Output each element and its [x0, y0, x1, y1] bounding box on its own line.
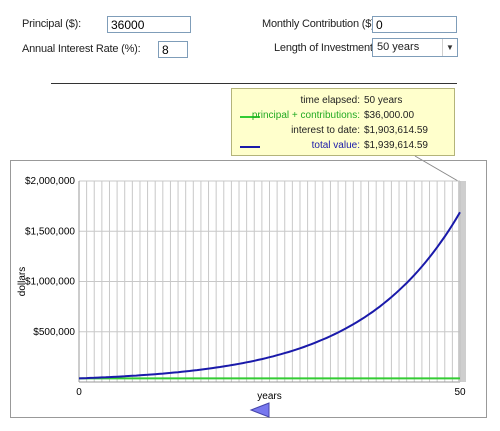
total-legend-swatch [240, 146, 260, 148]
interest-to-date-label: interest to date: [291, 125, 360, 136]
principal-contributions-value: $36,000.00 [364, 110, 415, 121]
monthly-contribution-input[interactable]: 0 [372, 16, 457, 33]
time-elapsed-value: 50 years [364, 95, 403, 106]
length-of-investment-select[interactable]: 50 years ▼ [372, 38, 458, 57]
y-tick-label: $1,000,000 [25, 277, 75, 288]
selected-year-band [458, 181, 466, 382]
principal-input[interactable]: 36000 [107, 16, 191, 33]
interest-to-date-value: $1,903,614.59 [364, 125, 428, 136]
total-value-value: $1,939,614.59 [364, 140, 428, 151]
total-value-label: total value: [311, 140, 360, 151]
y-tick-label: $500,000 [33, 327, 75, 338]
x-axis-title: years [257, 391, 281, 402]
y-tick-label: $2,000,000 [25, 176, 75, 187]
time-elapsed-label: time elapsed: [300, 95, 360, 106]
length-of-investment-label: Length of Investment: [274, 42, 376, 54]
divider [51, 83, 457, 84]
x-tick-label: 50 [454, 387, 466, 398]
interest-rate-input[interactable]: 8 [158, 41, 188, 58]
x-tick-label: 0 [76, 387, 82, 398]
y-axis-title: dollars [17, 267, 28, 296]
principal-legend-swatch [240, 116, 260, 118]
chart-panel [10, 160, 487, 418]
monthly-contribution-label: Monthly Contribution ($): [262, 18, 378, 30]
principal-contributions-label: principal + contributions: [251, 110, 360, 121]
value-tooltip: time elapsed: 50 years principal + contr… [231, 88, 455, 156]
interest-rate-label: Annual Interest Rate (%): [22, 43, 141, 55]
year-slider-thumb[interactable] [249, 402, 271, 418]
y-tick-label: $1,500,000 [25, 226, 75, 237]
principal-label: Principal ($): [22, 18, 81, 30]
length-of-investment-value: 50 years [377, 41, 420, 53]
chevron-down-icon[interactable]: ▼ [442, 39, 457, 56]
